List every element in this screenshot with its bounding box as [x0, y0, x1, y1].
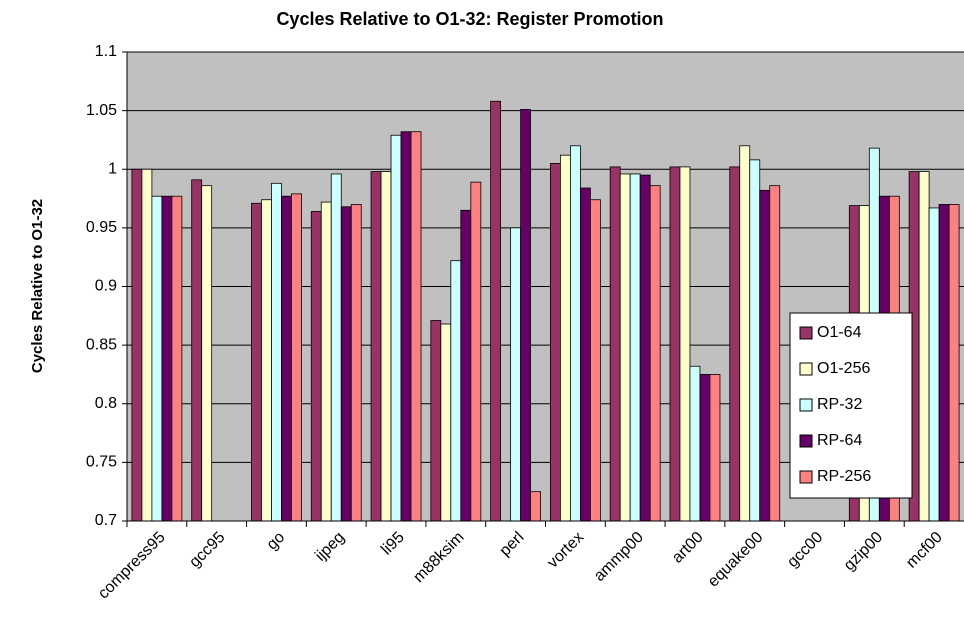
bar [330, 173, 342, 522]
bar [530, 491, 542, 522]
bar [549, 162, 561, 522]
bar [679, 166, 691, 522]
bar [729, 166, 741, 522]
bar [320, 201, 332, 522]
bar [151, 195, 163, 522]
bar [918, 171, 930, 522]
bar [201, 185, 213, 522]
bar [938, 204, 950, 522]
y-tick-label: 1.1 [95, 43, 117, 60]
x-tick-label: gcc00 [784, 529, 826, 571]
bar [281, 195, 292, 522]
bar [450, 260, 462, 522]
bar [191, 179, 203, 522]
bar [410, 131, 422, 522]
bar [609, 166, 621, 522]
legend-label: RP-64 [817, 432, 862, 449]
bar [589, 199, 601, 522]
y-tick-label: 1.05 [86, 102, 117, 119]
legend-swatch [799, 434, 813, 448]
x-tick-label: m88ksim [410, 529, 467, 586]
bar [440, 323, 452, 522]
bar [928, 207, 940, 522]
x-tick-label: equake00 [705, 529, 767, 591]
bar [579, 187, 591, 522]
x-tick-label: li95 [378, 529, 408, 559]
bar [470, 181, 482, 522]
legend-label: O1-256 [817, 360, 870, 377]
bar [390, 134, 402, 522]
bar [251, 202, 262, 522]
y-tick-label: 0.9 [95, 278, 117, 295]
bar [171, 195, 183, 522]
y-tick-label: 0.8 [95, 395, 117, 412]
y-tick-label: 0.85 [86, 336, 117, 353]
bar [161, 195, 173, 522]
legend-swatch [799, 398, 813, 412]
bar [310, 211, 322, 522]
bar [510, 227, 522, 522]
legend-swatch [799, 470, 813, 484]
bar [340, 206, 352, 522]
bar [370, 171, 382, 522]
bar [699, 374, 711, 522]
x-tick-label: go [264, 529, 289, 554]
bar [271, 182, 282, 522]
x-tick-label: compress95 [95, 529, 169, 603]
bar [261, 199, 272, 522]
legend-swatch [799, 362, 813, 376]
bar [131, 168, 143, 522]
legend-label: RP-32 [817, 396, 862, 413]
bar [689, 365, 701, 522]
bar [380, 171, 392, 522]
bar [619, 173, 631, 522]
y-tick-label: 0.75 [86, 454, 117, 471]
bar [559, 154, 571, 522]
legend-label: RP-256 [817, 468, 871, 485]
bar [629, 173, 641, 522]
bar [460, 209, 472, 522]
bar [350, 204, 362, 522]
bar [400, 131, 412, 522]
bar [709, 374, 721, 522]
y-tick-label: 0.7 [95, 512, 117, 529]
bar [769, 185, 781, 522]
bar [639, 174, 651, 522]
chart-title: Cycles Relative to O1-32: Register Promo… [276, 9, 663, 29]
bar [948, 204, 960, 522]
y-tick-label: 0.95 [86, 219, 117, 236]
x-tick-label: ammp00 [591, 529, 647, 585]
x-tick-label: vortex [544, 529, 587, 572]
bar [430, 320, 442, 522]
bar [291, 193, 302, 522]
x-tick-label: mcf00 [903, 529, 946, 572]
bar [569, 145, 581, 522]
x-tick-label: ijpeg [312, 529, 348, 565]
bar [649, 185, 661, 522]
bar [759, 189, 771, 522]
x-tick-label: perl [497, 529, 528, 560]
bar [141, 168, 153, 522]
legend-label: O1-64 [817, 324, 862, 341]
bar [739, 145, 751, 522]
y-tick-label: 1 [108, 160, 117, 177]
x-tick-label: art00 [669, 529, 707, 567]
bar [669, 166, 681, 522]
bar [749, 159, 761, 522]
bar [490, 100, 502, 522]
legend-swatch [799, 326, 813, 340]
x-tick-label: gzip00 [841, 529, 886, 574]
y-axis-title: Cycles Relative to O1-32 [29, 199, 46, 373]
x-tick-label: gcc95 [186, 529, 228, 571]
bar [520, 109, 532, 522]
